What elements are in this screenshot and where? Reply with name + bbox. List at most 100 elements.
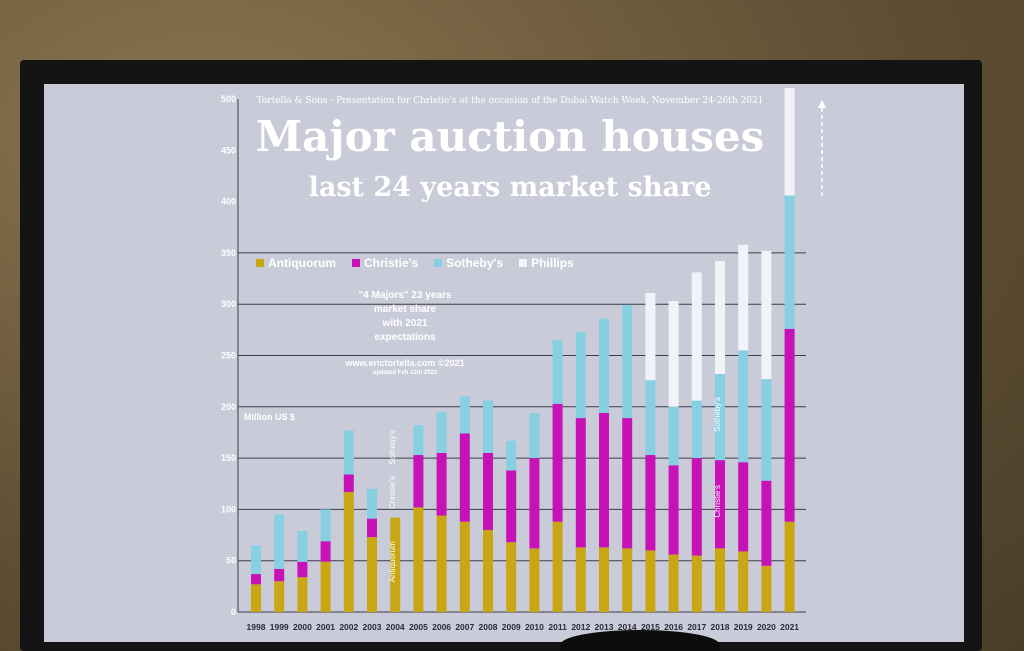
bar-sothebys-2000 xyxy=(297,530,308,562)
bar-antiquorum-2004 xyxy=(390,517,401,612)
x-tick-label-1999: 1999 xyxy=(270,622,289,632)
audience-head-shadow xyxy=(560,630,720,651)
x-tick-label-2019: 2019 xyxy=(734,622,753,632)
legend-item-antiquorum: Antiquorum xyxy=(256,256,336,270)
bar-antiquorum-2011 xyxy=(552,521,563,612)
x-tick-label-2007: 2007 xyxy=(455,622,474,632)
bar-sothebys-2010 xyxy=(529,412,540,459)
bar-christies-2012 xyxy=(575,418,586,548)
note-share: market share xyxy=(373,304,437,315)
bar-sothebys-1998 xyxy=(251,545,261,575)
x-tick-label-2012: 2012 xyxy=(571,622,590,632)
x-tick-label-2016: 2016 xyxy=(664,622,683,632)
bar-phillips-2016 xyxy=(668,301,679,407)
bar-antiquorum-2006 xyxy=(436,515,447,612)
bar-antiquorum-2019 xyxy=(738,551,749,612)
bar-sothebys-2009 xyxy=(506,440,517,471)
bar-sothebys-2007 xyxy=(459,396,470,434)
monitor-screen xyxy=(44,84,964,642)
y-tick-label-500: 500 xyxy=(221,94,236,104)
bar-sothebys-2019 xyxy=(738,350,749,463)
chart-subtitle: last 24 years market share xyxy=(308,172,712,203)
legend-label-phillips: Phillips xyxy=(531,256,574,270)
y-tick-label-450: 450 xyxy=(221,145,236,155)
bar-christies-1998 xyxy=(251,574,261,585)
bar-antiquorum-2010 xyxy=(529,548,540,612)
x-tick-label-2006: 2006 xyxy=(432,622,451,632)
bar-sothebys-2006 xyxy=(436,411,447,453)
bar-christies-2010 xyxy=(529,458,540,549)
bar-christies-2018 xyxy=(715,460,725,549)
bar-christies-2017 xyxy=(691,458,702,556)
bar-phillips-2020 xyxy=(761,250,772,380)
bar-antiquorum-2002 xyxy=(343,491,354,612)
bar-phillips-2015 xyxy=(645,292,656,381)
x-tick-label-2001: 2001 xyxy=(316,622,335,632)
x-tick-label-2014: 2014 xyxy=(618,622,637,632)
bar-sothebys-2020 xyxy=(761,379,772,481)
bar-sothebys-2021 xyxy=(784,195,795,329)
bar-antiquorum-2008 xyxy=(483,529,493,612)
note-expect: expectations xyxy=(374,332,436,343)
y-tick-label-250: 250 xyxy=(221,351,236,361)
legend-item-phillips: Phillips xyxy=(519,256,574,270)
overflow-arrow-head xyxy=(818,100,826,108)
bar-phillips-2018 xyxy=(715,261,725,374)
bar-christies-2011 xyxy=(552,403,563,522)
x-tick-label-2005: 2005 xyxy=(409,622,428,632)
bar-christies-2005 xyxy=(413,455,424,508)
bar-sothebys-2013 xyxy=(599,318,609,413)
x-tick-label-2015: 2015 xyxy=(641,622,660,632)
bar-christies-2000 xyxy=(297,561,308,578)
x-tick-label-2009: 2009 xyxy=(502,622,521,632)
bar-sothebys-2008 xyxy=(483,400,493,453)
bar-christies-2008 xyxy=(483,452,493,530)
bar-antiquorum-2007 xyxy=(459,521,470,612)
inline-label-christies-2004: Christie's xyxy=(388,476,397,509)
y-axis-label: Million US $ xyxy=(244,412,296,422)
legend-swatch-sothebys xyxy=(434,259,443,267)
header-line: Tortella & Sons - Presentation for Chris… xyxy=(256,96,764,106)
bar-antiquorum-2017 xyxy=(691,555,702,612)
bar-christies-2002 xyxy=(343,474,354,492)
x-tick-label-2011: 2011 xyxy=(548,622,567,632)
x-tick-label-2021: 2021 xyxy=(780,622,799,632)
bar-antiquorum-2001 xyxy=(320,561,331,612)
legend-swatch-antiquorum xyxy=(256,259,264,267)
legend: Antiquorum Christie's Sotheby's Phillips xyxy=(256,256,574,270)
bar-antiquorum-2020 xyxy=(761,565,772,612)
note-site: www.erictortella.com ©2021 xyxy=(345,358,465,368)
x-tick-label-1998: 1998 xyxy=(247,622,266,632)
bar-sothebys-2012 xyxy=(575,331,586,419)
inline-label-sothebys-2018: Sotheby's xyxy=(713,397,722,432)
bar-phillips-2019 xyxy=(738,244,749,351)
y-tick-label-0: 0 xyxy=(231,607,236,617)
x-tick-label-2010: 2010 xyxy=(525,622,544,632)
bar-sothebys-2016 xyxy=(668,406,679,466)
inline-label-antiquorum-2004: Antiquorum xyxy=(388,541,397,582)
bar-antiquorum-2012 xyxy=(575,547,586,612)
legend-item-sothebys: Sotheby's xyxy=(434,256,503,270)
bar-antiquorum-2014 xyxy=(622,548,633,612)
bar-antiquorum-2015 xyxy=(645,550,656,612)
bar-christies-2006 xyxy=(436,452,447,516)
bar-antiquorum-2005 xyxy=(413,507,424,612)
inline-label-christies-2018: Christie's xyxy=(713,485,722,518)
y-tick-label-300: 300 xyxy=(221,299,236,309)
bar-antiquorum-2021 xyxy=(784,521,795,612)
bar-sothebys-2003 xyxy=(367,488,377,519)
bar-sothebys-2018 xyxy=(715,373,725,461)
y-tick-label-200: 200 xyxy=(221,402,236,412)
bar-antiquorum-2013 xyxy=(599,547,609,612)
bar-antiquorum-2016 xyxy=(668,554,679,612)
bar-sothebys-2001 xyxy=(320,509,331,542)
legend-swatch-phillips xyxy=(519,259,528,267)
bar-sothebys-2017 xyxy=(691,400,702,459)
legend-swatch-christies xyxy=(352,259,360,267)
bar-sothebys-2005 xyxy=(413,425,424,456)
bar-christies-2007 xyxy=(459,433,470,522)
bar-antiquorum-1999 xyxy=(274,581,285,612)
bar-antiquorum-2000 xyxy=(297,577,308,612)
y-tick-label-100: 100 xyxy=(221,504,236,514)
